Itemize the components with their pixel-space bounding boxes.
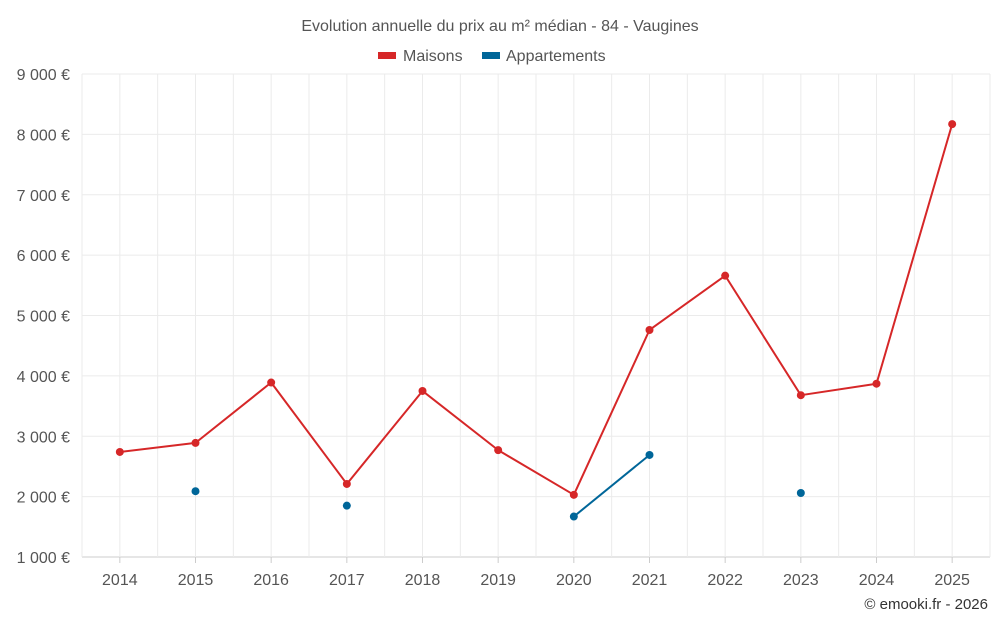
legend-swatch — [482, 52, 500, 59]
legend-label: Maisons — [403, 48, 463, 65]
data-point[interactable] — [569, 490, 578, 499]
series-line — [573, 454, 651, 518]
y-tick-label: 4 000 € — [17, 369, 70, 386]
x-tick-label: 2016 — [253, 572, 289, 589]
x-tick-label: 2023 — [783, 572, 819, 589]
x-tick-label: 2024 — [859, 572, 895, 589]
data-point[interactable] — [796, 391, 805, 400]
data-point[interactable] — [494, 446, 503, 455]
y-tick-label: 7 000 € — [17, 188, 70, 205]
series-line — [119, 123, 954, 496]
legend-item-appartements[interactable]: Appartements — [482, 48, 606, 65]
legend-item-maisons[interactable]: Maisons — [378, 48, 463, 65]
x-tick-label: 2020 — [556, 572, 592, 589]
data-point[interactable] — [191, 487, 200, 496]
legend: Maisons Appartements — [378, 48, 606, 65]
data-point[interactable] — [872, 379, 881, 388]
chart-title: Evolution annuelle du prix au m² médian … — [301, 18, 698, 35]
x-tick-label: 2019 — [480, 572, 516, 589]
axes: 1 000 € 2 000 € 3 000 € 4 000 € 5 000 € 6 000… — [17, 67, 970, 589]
y-tick-label: 3 000 € — [17, 429, 70, 446]
data-point[interactable] — [721, 271, 730, 280]
y-tick-label: 8 000 € — [17, 127, 70, 144]
x-tick-label: 2014 — [102, 572, 138, 589]
y-tick-label: 2 000 € — [17, 490, 70, 507]
data-point[interactable] — [342, 479, 351, 488]
data-point[interactable] — [645, 325, 654, 334]
legend-label: Appartements — [506, 48, 606, 65]
data-point[interactable] — [267, 378, 276, 387]
data-point[interactable] — [569, 512, 578, 521]
x-tick-label: 2022 — [707, 572, 743, 589]
data-point[interactable] — [645, 450, 654, 459]
legend-swatch — [378, 52, 396, 59]
x-tick-label: 2021 — [632, 572, 668, 589]
grid — [81, 73, 991, 558]
y-tick-label: 5 000 € — [17, 309, 70, 326]
x-tick-label: 2015 — [178, 572, 214, 589]
y-tick-label: 9 000 € — [17, 67, 70, 84]
data-point[interactable] — [191, 438, 200, 447]
credit-text: © emooki.fr - 2026 — [864, 596, 988, 613]
data-point[interactable] — [796, 489, 805, 498]
series-appartements — [191, 450, 805, 521]
x-tick-label: 2017 — [329, 572, 365, 589]
x-tick-label: 2025 — [934, 572, 970, 589]
y-tick-label: 1 000 € — [17, 550, 70, 567]
data-point[interactable] — [115, 447, 124, 456]
series-layer — [115, 120, 957, 521]
series-maisons — [115, 120, 957, 499]
data-point[interactable] — [948, 120, 957, 129]
y-tick-label: 6 000 € — [17, 248, 70, 265]
data-point[interactable] — [418, 386, 427, 395]
x-tick-label: 2018 — [405, 572, 441, 589]
data-point[interactable] — [342, 501, 351, 510]
